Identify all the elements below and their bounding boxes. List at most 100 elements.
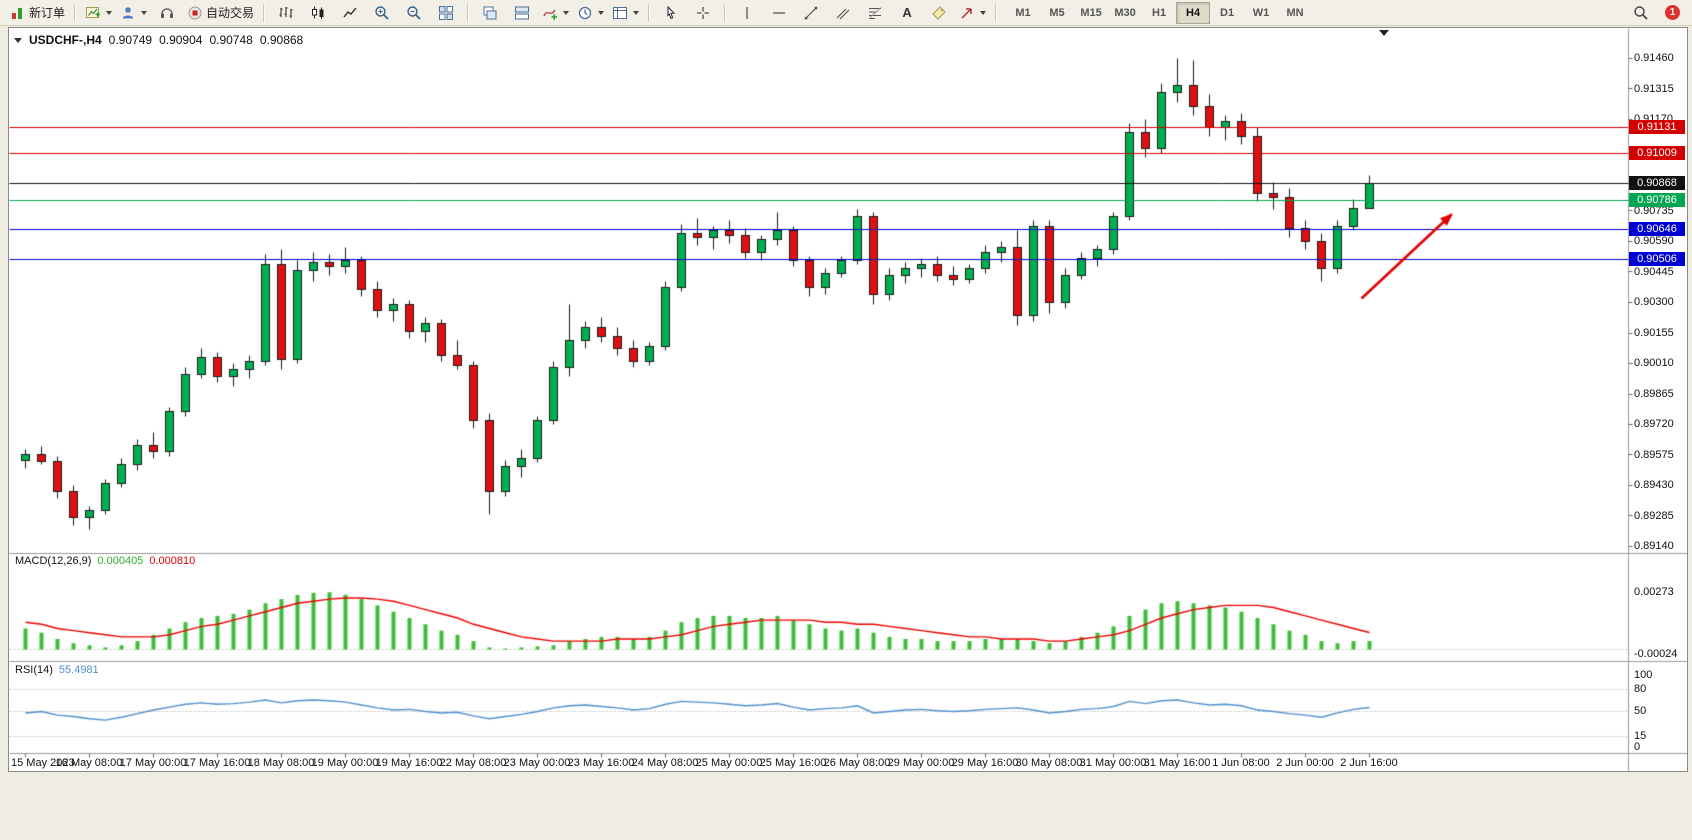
macd-label: MACD(12,26,9) 0.000405 0.000810	[13, 555, 198, 567]
chart-menu-icon[interactable]	[14, 37, 22, 43]
horizontal-line-icon	[773, 11, 786, 14]
time-axis-label: 24 May 08:00	[631, 757, 699, 769]
price-axis-label: 0.91315	[1634, 82, 1674, 95]
timeframe-h4-button[interactable]: H4	[1176, 1, 1211, 24]
price-badge: 0.91131	[1629, 120, 1685, 135]
arrange-windows-button[interactable]	[506, 1, 538, 25]
price-axis-label: 0.90300	[1634, 296, 1674, 308]
toolbar-separator	[74, 3, 77, 22]
templates-button[interactable]	[608, 1, 643, 25]
timeframe-w1-button[interactable]: W1	[1252, 6, 1270, 19]
price-axis-label: 0.90010	[1634, 357, 1674, 369]
zoom-out-button[interactable]	[398, 1, 430, 25]
timeframe-m5-button[interactable]: M5	[1049, 6, 1065, 19]
crosshair-icon	[697, 6, 710, 19]
ohlc-close: 0.90868	[259, 33, 304, 47]
indicators-icon	[543, 9, 558, 20]
macd-signal-value: 0.000810	[149, 555, 196, 567]
time-axis-label: 15 May 2023	[11, 757, 75, 769]
time-axis-label: 29 May 16:00	[951, 757, 1019, 769]
toolbar-separator	[648, 3, 651, 22]
time-axis-label: 30 May 08:00	[1015, 757, 1083, 769]
autotrading-label: 自动交易	[206, 6, 255, 20]
market-button[interactable]	[151, 1, 183, 25]
chart-symbol-period: USDCHF-,H4	[29, 33, 102, 47]
time-axis-label: 25 May 00:00	[695, 757, 763, 769]
price-axis-label: 0.89285	[1634, 509, 1674, 522]
time-axis-label: 2 Jun 00:00	[1276, 757, 1334, 769]
price-axis-label: 0.89720	[1634, 418, 1674, 430]
zoom-in-button[interactable]	[366, 1, 398, 25]
new-chart-button[interactable]	[81, 1, 116, 25]
toolbar-right-group: 1	[1625, 1, 1686, 25]
time-axis-label: 26 May 08:00	[823, 757, 891, 769]
candlestick-chart-button[interactable]	[302, 1, 334, 25]
headset-icon	[161, 7, 174, 18]
timeframe-mn-button[interactable]: MN	[1286, 6, 1304, 19]
cascade-windows-button[interactable]	[474, 1, 506, 25]
new-order-button[interactable]: 新订单	[6, 1, 69, 25]
line-chart-button[interactable]	[334, 1, 366, 25]
text-tool-icon: A	[902, 5, 912, 20]
toolbar-separator	[263, 3, 266, 22]
chart-title: USDCHF-,H4 0.90749 0.90904 0.90748 0.908…	[14, 33, 303, 47]
cascade-windows-icon	[483, 6, 497, 19]
time-axis-label: 19 May 16:00	[375, 757, 443, 769]
notification-badge[interactable]: 1	[1665, 5, 1680, 20]
ohlc-open: 0.90749	[108, 33, 153, 47]
tile-windows-button[interactable]	[430, 1, 462, 25]
timeframe-m1-button[interactable]: M1	[1015, 6, 1031, 19]
time-axis-label: 18 May 08:00	[247, 757, 315, 769]
channel-icon	[836, 8, 850, 19]
price-badge: 0.90868	[1629, 175, 1685, 190]
bar-chart-icon	[279, 6, 293, 18]
chart-shift-marker[interactable]	[1379, 30, 1389, 36]
chart-canvas[interactable]	[9, 28, 1687, 771]
chart-window: USDCHF-,H4 0.90749 0.90904 0.90748 0.908…	[8, 27, 1688, 772]
indicators-button[interactable]	[538, 1, 573, 25]
search-button[interactable]	[1625, 1, 1657, 25]
vertical-line-tool-button[interactable]	[731, 1, 763, 25]
timeframe-m15-button[interactable]: M15	[1080, 6, 1102, 19]
horizontal-line-tool-button[interactable]	[763, 1, 795, 25]
crosshair-button[interactable]	[687, 1, 719, 25]
new-order-icon	[12, 7, 22, 19]
cursor-icon	[667, 5, 676, 19]
timeframe-h1-button[interactable]: H1	[1152, 6, 1167, 19]
line-chart-icon	[343, 7, 357, 17]
price-axis-label: 0.90155	[1634, 326, 1674, 339]
timeframe-d1-button[interactable]: D1	[1220, 6, 1235, 19]
timeframe-group: M1 M5 M15 M30 H1 H4 D1 W1 MN	[1006, 1, 1312, 24]
cursor-button[interactable]	[655, 1, 687, 25]
channel-tool-button[interactable]	[827, 1, 859, 25]
ohlc-low: 0.90748	[209, 33, 253, 47]
autotrading-button[interactable]: 自动交易	[183, 1, 258, 25]
rsi-axis-label: 50	[1634, 705, 1647, 717]
time-axis-label: 31 May 16:00	[1143, 757, 1211, 769]
time-axis-label: 2 Jun 16:00	[1340, 757, 1398, 769]
fibonacci-tool-button[interactable]	[859, 1, 891, 25]
text-tool-button[interactable]: A	[891, 1, 923, 25]
bar-chart-button[interactable]	[270, 1, 302, 25]
profiles-button[interactable]	[116, 1, 151, 25]
rsi-axis-label: 100	[1634, 669, 1653, 681]
timeframe-m30-button[interactable]: M30	[1114, 6, 1136, 19]
trendline-tool-button[interactable]	[795, 1, 827, 25]
fibonacci-icon	[868, 6, 882, 19]
templates-icon	[613, 6, 628, 19]
label-tool-button[interactable]	[923, 1, 955, 25]
chevron-down-icon	[106, 10, 113, 15]
chevron-down-icon	[980, 10, 987, 15]
price-badge: 0.91009	[1629, 145, 1685, 160]
rsi-axis-label: 0	[1634, 741, 1641, 753]
macd-axis-label: -0.00024	[1634, 648, 1678, 661]
price-axis-label: 0.90445	[1634, 265, 1674, 278]
rsi-name: RSI(14)	[15, 664, 53, 676]
macd-name: MACD(12,26,9)	[15, 555, 92, 567]
periods-button[interactable]	[573, 1, 608, 25]
arrows-tool-button[interactable]	[955, 1, 990, 25]
macd-main-value: 0.000405	[97, 555, 144, 567]
time-axis-label: 1 Jun 08:00	[1212, 757, 1270, 769]
arrange-windows-icon	[515, 6, 530, 19]
rsi-axis-label: 80	[1634, 683, 1647, 696]
